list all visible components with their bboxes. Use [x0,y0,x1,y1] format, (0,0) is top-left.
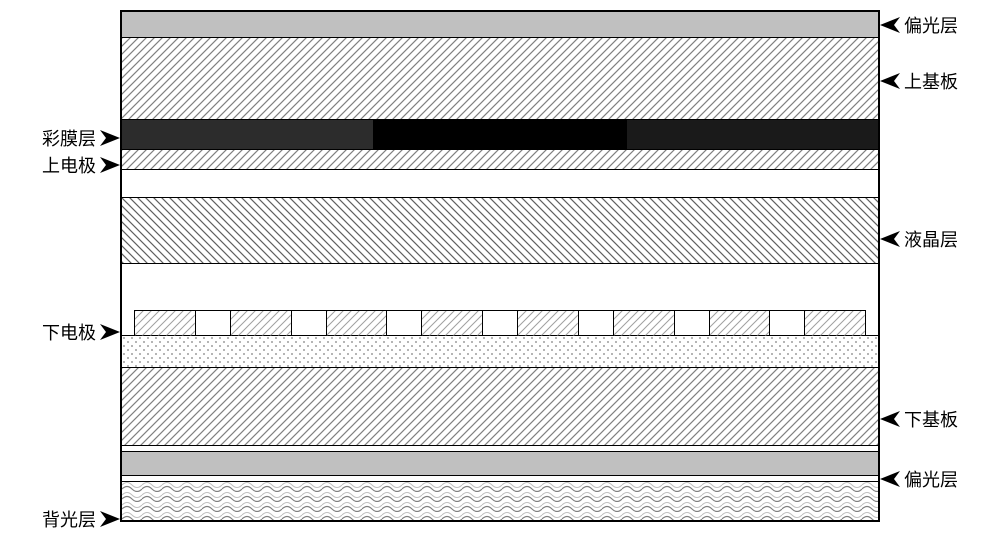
arrow-left-icon [880,17,900,33]
label-text: 偏光层 [904,466,958,492]
electrode-gap [387,310,421,335]
color-filter-segment [374,120,626,149]
layer-liquid-crystal [122,198,878,264]
layer-polarizer-bot [122,452,878,476]
layer-lower-electrode [122,310,878,336]
arrow-left-icon [880,231,900,247]
arrow-right-icon [100,324,120,340]
layer-upper-substrate [122,38,878,120]
color-filter-segment [122,120,374,149]
diagram-root: 彩膜层上电极下电极背光层偏光层上基板液晶层下基板偏光层 [0,0,1000,536]
label-left-color-filter: 彩膜层 [0,126,120,150]
arrow-left-icon [880,411,900,427]
label-text: 上电极 [42,152,96,178]
arrow-left-icon [880,471,900,487]
lower-electrode-segment [709,310,771,337]
lower-electrode-segment [421,310,483,337]
label-left-backlight: 背光层 [0,507,120,531]
electrode-gap [675,310,709,335]
label-text: 偏光层 [904,12,958,38]
label-text: 下电极 [42,319,96,345]
lower-electrode-segment [134,310,196,337]
arrow-left-icon [880,73,900,89]
electrode-gap [483,310,517,335]
lower-electrode-segment [326,310,388,337]
electrode-gap [292,310,326,335]
label-left-lower-electrode: 下电极 [0,320,120,344]
label-right-lower-substrate: 下基板 [880,407,1000,431]
layer-upper-electrode [122,150,878,170]
label-text: 彩膜层 [42,125,96,151]
label-text: 上基板 [904,68,958,94]
label-right-upper-substrate: 上基板 [880,69,1000,93]
label-right-liquid-crystal: 液晶层 [880,227,1000,251]
arrow-right-icon [100,511,120,527]
electrode-gap [770,310,804,335]
layer-backlight [122,482,878,520]
layer-lower-substrate [122,368,878,446]
electrode-gap [579,310,613,335]
layer-color-filter [122,120,878,150]
layer-gap-1 [122,170,878,198]
label-text: 下基板 [904,406,958,432]
layer-gap-2 [122,264,878,310]
label-text: 背光层 [42,506,96,532]
label-right-polarizer-top: 偏光层 [880,13,1000,37]
lower-electrode-segment [230,310,292,337]
label-text: 液晶层 [904,226,958,252]
layer-polarizer-top [122,12,878,38]
arrow-right-icon [100,157,120,173]
color-filter-segment [627,120,878,149]
layer-stack [120,10,880,522]
layer-dotted-layer [122,336,878,368]
lower-electrode-segment [613,310,675,337]
label-right-polarizer-bot: 偏光层 [880,467,1000,491]
lower-electrode-segment [804,310,866,337]
label-left-upper-electrode: 上电极 [0,153,120,177]
lower-electrode-segment [517,310,579,337]
arrow-right-icon [100,130,120,146]
electrode-gap [196,310,230,335]
